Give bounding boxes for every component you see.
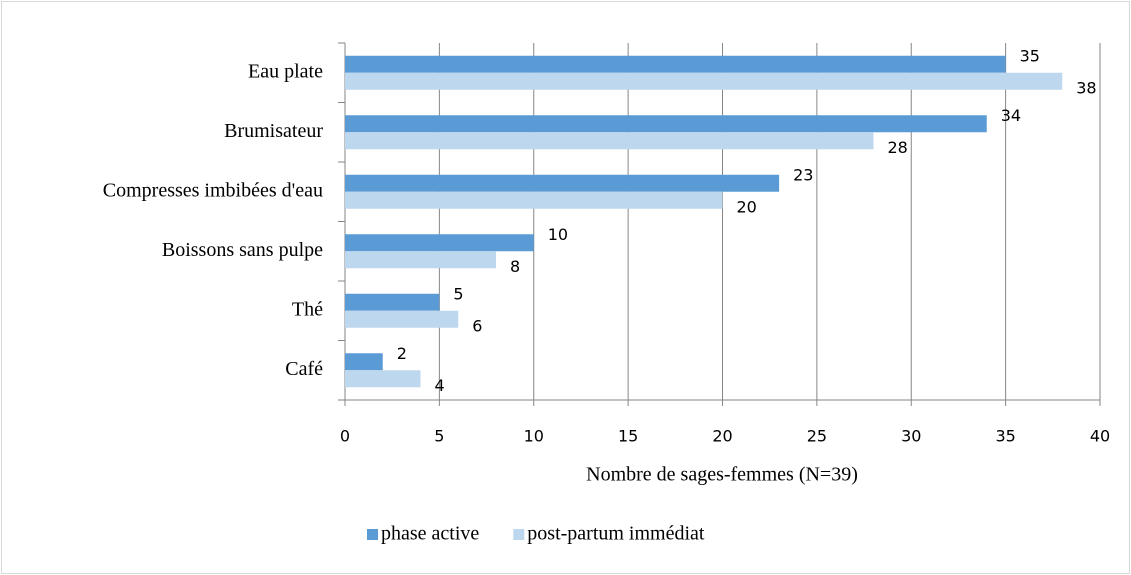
bar [345,132,874,150]
x-tick-label: 20 [712,427,732,446]
data-label: 28 [888,138,908,157]
data-label: 4 [435,376,445,395]
x-tick-label: 15 [618,427,638,446]
bar [345,191,723,209]
data-label: 6 [472,316,482,335]
legend-swatch [367,529,378,540]
bar [345,115,987,133]
bar [345,174,780,192]
data-label: 20 [737,197,757,216]
x-tick-label: 40 [1090,427,1110,446]
bar [345,353,383,371]
bar [345,293,440,311]
legend-label: post-partum immédiat [527,523,705,545]
data-label: 34 [1001,106,1021,125]
y-tick-label: Brumisateur [224,120,323,142]
x-tick-label: 30 [901,427,921,446]
bar [345,310,459,328]
x-tick-label: 5 [434,427,444,446]
bar [345,234,534,252]
y-tick-label: Café [285,358,323,380]
bar [345,370,421,388]
data-label: 35 [1020,46,1040,65]
y-tick-label: Thé [292,298,323,320]
y-tick-label: Compresses imbibées d'eau [103,179,323,201]
data-label: 8 [510,257,520,276]
x-tick-label: 0 [340,427,350,446]
x-axis-title: Nombre de sages-femmes (N=39) [586,464,858,486]
data-label: 10 [548,225,568,244]
x-tick-label: 25 [807,427,827,446]
data-label: 5 [453,284,463,303]
y-tick-label: Eau plate [248,60,323,82]
legend-label: phase active [381,523,479,545]
bar [345,72,1063,90]
y-tick-label: Boissons sans pulpe [162,239,323,261]
x-tick-label: 35 [995,427,1015,446]
bar [345,55,1006,73]
data-label: 38 [1076,78,1096,97]
bar [345,251,496,269]
x-tick-label: 10 [524,427,544,446]
data-label: 2 [397,344,407,363]
legend-swatch [513,529,525,540]
data-label: 23 [793,165,813,184]
